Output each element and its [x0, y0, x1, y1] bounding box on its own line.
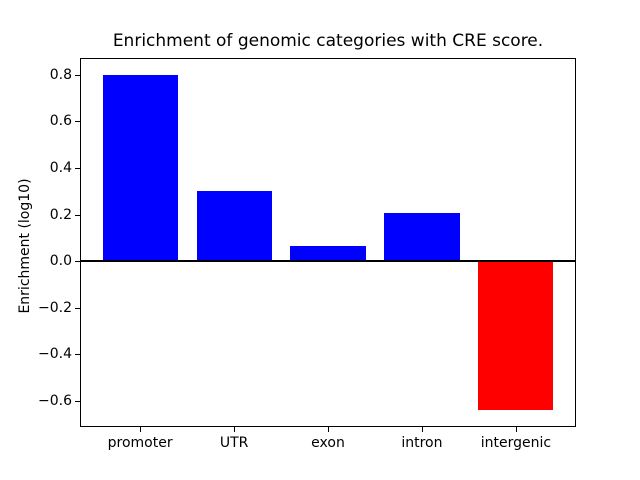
x-tick-mark: [515, 427, 517, 432]
x-tick-label: UTR: [219, 435, 249, 451]
x-tick-label: intergenic: [480, 435, 552, 451]
chart-title: Enrichment of genomic categories with CR…: [112, 31, 544, 51]
zero-line: [80, 260, 576, 263]
y-tick-label: 0.0: [49, 253, 72, 270]
x-tick-label: exon: [311, 435, 345, 451]
bar-promoter: [102, 74, 178, 262]
plot-area-border: [80, 58, 576, 427]
x-tick-mark: [328, 427, 329, 432]
bar-intergenic: [478, 261, 554, 411]
y-tick-label: 0.8: [49, 66, 72, 83]
x-tick-mark: [140, 427, 142, 432]
bar-exon: [290, 246, 366, 262]
y-tick-mark: [75, 214, 80, 216]
x-tick-mark: [234, 427, 236, 432]
y-tick-mark: [75, 74, 80, 76]
y-tick-label: −0.6: [38, 392, 72, 409]
bar-UTR: [196, 191, 272, 262]
y-tick-mark: [75, 121, 80, 123]
y-tick-mark: [75, 400, 80, 402]
y-tick-label: 0.2: [49, 206, 72, 223]
y-tick-mark: [75, 168, 80, 169]
x-tick-label: intron: [401, 435, 443, 451]
y-tick-mark: [75, 261, 80, 263]
bar-intron: [384, 213, 460, 262]
y-tick-label: 0.4: [49, 160, 72, 176]
y-tick-label: −0.2: [38, 299, 72, 316]
y-tick-mark: [75, 307, 80, 309]
x-tick-mark: [421, 427, 423, 432]
y-tick-label: −0.4: [38, 346, 72, 363]
x-tick-label: promoter: [107, 435, 173, 451]
y-axis-label: Enrichment (log10): [17, 178, 33, 314]
y-tick-label: 0.6: [49, 113, 72, 130]
y-tick-mark: [75, 354, 80, 356]
